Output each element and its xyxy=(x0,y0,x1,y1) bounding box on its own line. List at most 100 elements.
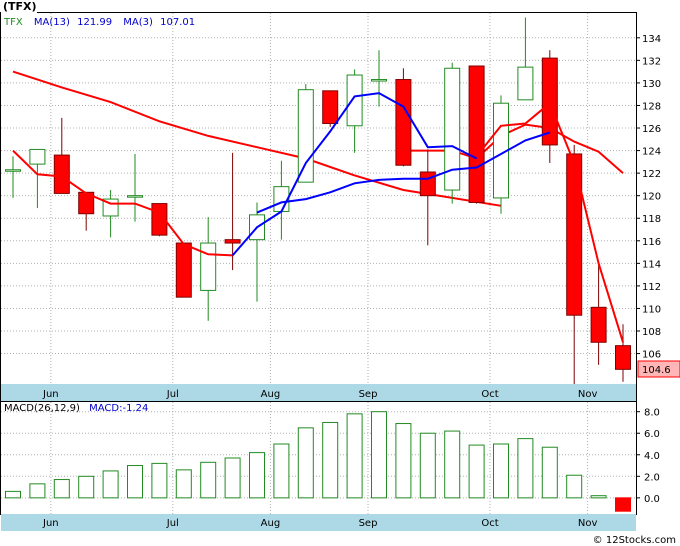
candle-body xyxy=(566,153,583,316)
macd-x-tick-label: Oct xyxy=(481,518,498,529)
macd-bar xyxy=(493,443,509,499)
macd-x-tick-label: Nov xyxy=(578,518,598,529)
ma13-segment xyxy=(12,70,502,207)
ticker-box xyxy=(1,0,37,13)
ma3-segment xyxy=(256,131,551,214)
macd-bar xyxy=(468,444,485,499)
price-y-tick-label: 114 xyxy=(642,259,661,270)
candle-body xyxy=(297,89,314,183)
candle xyxy=(297,84,314,183)
price-x-axis: Jun Jul Aug Sep Oct Nov xyxy=(42,389,597,400)
price-y-tick-label: 134 xyxy=(642,34,661,45)
legend-ma3-value: 107.01 xyxy=(160,17,195,28)
candle-body xyxy=(224,239,241,244)
macd-y-tick-label: 8.0 xyxy=(644,408,660,419)
macd-x-tick-label: Aug xyxy=(261,518,281,529)
candle xyxy=(29,148,46,209)
macd-bar xyxy=(151,462,168,499)
ma3-segment xyxy=(475,101,624,343)
candle-body xyxy=(395,79,412,166)
candle-body xyxy=(200,242,217,291)
candle xyxy=(517,17,534,101)
price-x-grid xyxy=(50,13,589,384)
price-x-axis-band xyxy=(1,384,636,401)
legend-ma13-label: MA(13) xyxy=(34,17,70,28)
macd-y-axis: 0.0 2.0 4.0 6.0 8.0 xyxy=(636,408,660,505)
price-panel xyxy=(0,12,637,402)
candles xyxy=(5,17,631,384)
candle-body xyxy=(517,66,534,101)
macd-x-tick-label: Jun xyxy=(42,518,59,529)
candle-body xyxy=(53,154,70,194)
candle xyxy=(395,68,412,167)
macd-legend-label: MACD(26,12,9) xyxy=(4,403,80,414)
last-price-box xyxy=(637,360,680,378)
price-y-tick-label: 108 xyxy=(642,327,661,338)
candle xyxy=(5,156,21,198)
macd-bar xyxy=(127,465,143,499)
candle-body xyxy=(615,345,631,370)
candle-body xyxy=(175,242,192,298)
macd-bar xyxy=(78,475,95,499)
candle-body xyxy=(419,171,436,197)
candle-body xyxy=(127,195,143,198)
ma3-segment xyxy=(231,92,478,257)
macd-legend: MACD(26,12,9) MACD:-1.24 xyxy=(4,403,148,414)
candle-body xyxy=(5,169,21,172)
macd-bar xyxy=(444,430,461,499)
macd-x-axis-band xyxy=(1,514,636,531)
candle-body xyxy=(322,90,339,125)
macd-bar xyxy=(102,470,119,499)
legend-symbol: TFX xyxy=(3,17,23,28)
macd-bar xyxy=(566,474,583,499)
macd-bar xyxy=(517,438,534,499)
macd-bar xyxy=(175,469,192,499)
price-y-tick-label: 130 xyxy=(642,79,661,90)
price-x-tick-label: Nov xyxy=(578,389,598,400)
macd-bar xyxy=(200,461,217,499)
price-y-tick-label: 106 xyxy=(642,350,661,361)
ticker-label: (TFX) xyxy=(3,0,37,13)
candle xyxy=(590,262,607,365)
macd-x-axis: Jun Jul Aug Sep Oct Nov xyxy=(42,518,597,529)
candle-body xyxy=(29,148,46,165)
macd-bar xyxy=(29,483,46,499)
price-x-tick-label: Sep xyxy=(359,389,378,400)
price-y-tick-label: 132 xyxy=(642,56,661,67)
legend-ma13-value: 121.99 xyxy=(77,17,112,28)
macd-bar xyxy=(5,490,21,499)
candle xyxy=(322,90,339,127)
price-y-tick-label: 126 xyxy=(642,124,661,135)
macd-y-tick-label: 2.0 xyxy=(644,472,660,483)
macd-legend-value: MACD:-1.24 xyxy=(89,403,148,414)
ma13-segment xyxy=(403,123,624,174)
ma3-segment xyxy=(12,149,233,257)
macd-x-tick-label: Sep xyxy=(359,518,378,529)
price-y-tick-label: 122 xyxy=(642,169,661,180)
macd-bar xyxy=(346,413,363,499)
legend-ma3-label: MA(3) xyxy=(123,17,153,28)
candle xyxy=(615,324,631,382)
price-y-tick-label: 116 xyxy=(642,237,661,248)
macd-bar xyxy=(273,443,290,499)
price-x-tick-label: Jun xyxy=(42,389,59,400)
price-grid xyxy=(1,37,636,355)
candle xyxy=(371,50,387,107)
candle xyxy=(468,65,485,204)
macd-x-tick-label: Jul xyxy=(166,518,179,529)
last-price-label: 104.6 xyxy=(642,365,671,376)
macd-y-tick-label: 6.0 xyxy=(644,429,660,440)
candle xyxy=(53,117,70,194)
candle xyxy=(224,152,241,271)
macd-bar xyxy=(590,495,607,499)
price-y-tick-label: 128 xyxy=(642,101,661,112)
candle xyxy=(566,144,583,384)
macd-bar xyxy=(249,452,265,499)
price-y-tick-label: 120 xyxy=(642,192,661,203)
macd-bar xyxy=(297,427,314,499)
macd-bar xyxy=(419,432,436,499)
price-legend: TFX MA(13) 121.99 MA(3) 107.01 xyxy=(3,17,195,28)
price-y-tick-label: 112 xyxy=(642,282,661,293)
macd-y-tick-label: 0.0 xyxy=(644,494,660,505)
